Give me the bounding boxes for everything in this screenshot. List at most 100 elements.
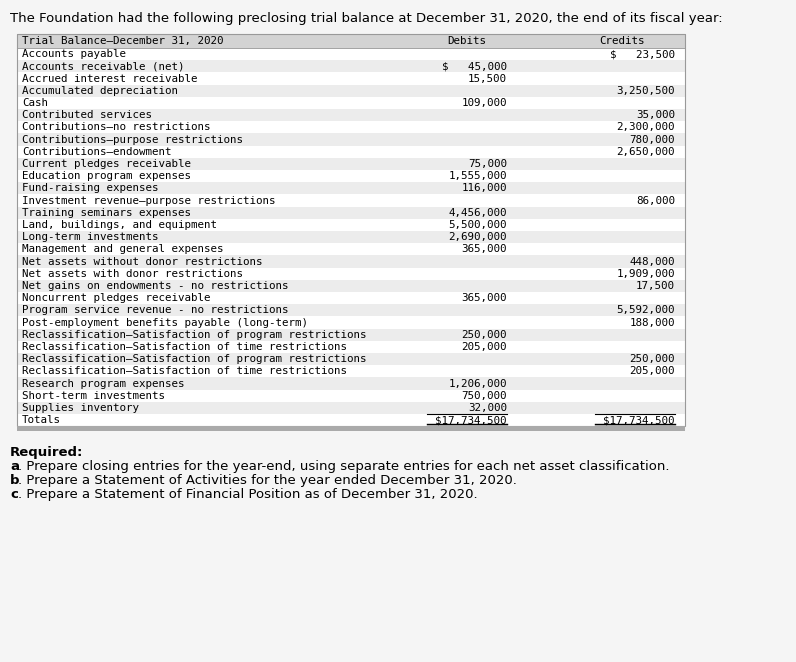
Text: Net assets without donor restrictions: Net assets without donor restrictions (22, 256, 263, 267)
Text: Noncurrent pledges receivable: Noncurrent pledges receivable (22, 293, 210, 303)
Text: Investment revenue–purpose restrictions: Investment revenue–purpose restrictions (22, 195, 275, 205)
Text: Program service revenue - no restrictions: Program service revenue - no restriction… (22, 305, 288, 315)
Text: . Prepare a Statement of Activities for the year ended December 31, 2020.: . Prepare a Statement of Activities for … (18, 474, 517, 487)
Bar (17, 414, 685, 426)
Text: Accounts receivable (net): Accounts receivable (net) (22, 62, 185, 71)
Text: The Foundation had the following preclosing trial balance at December 31, 2020, : The Foundation had the following preclos… (10, 12, 723, 25)
Text: 365,000: 365,000 (462, 293, 507, 303)
Bar (17, 219, 685, 231)
Text: a: a (10, 460, 19, 473)
Text: 448,000: 448,000 (630, 256, 675, 267)
Text: . Prepare a Statement of Financial Position as of December 31, 2020.: . Prepare a Statement of Financial Posit… (18, 488, 478, 501)
Text: Reclassification–Satisfaction of program restrictions: Reclassification–Satisfaction of program… (22, 354, 366, 364)
Text: c: c (10, 488, 18, 501)
Text: 750,000: 750,000 (462, 391, 507, 401)
Text: Education program expenses: Education program expenses (22, 171, 191, 181)
Text: 250,000: 250,000 (462, 330, 507, 340)
Text: 205,000: 205,000 (630, 366, 675, 376)
Bar (17, 231, 685, 243)
Bar (17, 97, 685, 109)
Bar (17, 134, 685, 146)
Text: $17,734,500: $17,734,500 (435, 415, 507, 425)
Text: Research program expenses: Research program expenses (22, 379, 185, 389)
Text: 116,000: 116,000 (462, 183, 507, 193)
Text: 2,650,000: 2,650,000 (616, 147, 675, 157)
Text: Contributions–no restrictions: Contributions–no restrictions (22, 122, 210, 132)
Text: 5,592,000: 5,592,000 (616, 305, 675, 315)
Text: 17,500: 17,500 (636, 281, 675, 291)
Bar (17, 109, 685, 121)
Bar (17, 158, 685, 170)
Text: Training seminars expenses: Training seminars expenses (22, 208, 191, 218)
Bar (17, 72, 685, 85)
Text: Debits: Debits (447, 36, 486, 46)
Text: $17,734,500: $17,734,500 (603, 415, 675, 425)
Text: 365,000: 365,000 (462, 244, 507, 254)
Text: Reclassification–Satisfaction of time restrictions: Reclassification–Satisfaction of time re… (22, 342, 347, 352)
Text: $   45,000: $ 45,000 (442, 62, 507, 71)
Text: Supplies inventory: Supplies inventory (22, 403, 139, 413)
Text: Reclassification–Satisfaction of program restrictions: Reclassification–Satisfaction of program… (22, 330, 366, 340)
Bar (17, 426, 685, 431)
Bar (17, 34, 685, 426)
Text: 780,000: 780,000 (630, 134, 675, 144)
Bar (17, 390, 685, 402)
Text: Management and general expenses: Management and general expenses (22, 244, 224, 254)
Bar (17, 316, 685, 328)
Text: 109,000: 109,000 (462, 98, 507, 108)
Text: Long-term investments: Long-term investments (22, 232, 158, 242)
Text: Post-employment benefits payable (long-term): Post-employment benefits payable (long-t… (22, 318, 308, 328)
Text: 15,500: 15,500 (468, 73, 507, 83)
Bar (17, 353, 685, 365)
Bar (17, 195, 685, 207)
Bar (17, 182, 685, 195)
Bar (17, 121, 685, 134)
Text: 4,456,000: 4,456,000 (448, 208, 507, 218)
Bar (17, 292, 685, 305)
Text: . Prepare closing entries for the year-end, using separate entries for each net : . Prepare closing entries for the year-e… (18, 460, 669, 473)
Text: Reclassification–Satisfaction of time restrictions: Reclassification–Satisfaction of time re… (22, 366, 347, 376)
Bar (17, 280, 685, 292)
Text: Required:: Required: (10, 446, 84, 459)
Text: Accrued interest receivable: Accrued interest receivable (22, 73, 197, 83)
Text: Cash: Cash (22, 98, 48, 108)
Text: 1,909,000: 1,909,000 (616, 269, 675, 279)
Bar (17, 85, 685, 97)
Text: Fund-raising expenses: Fund-raising expenses (22, 183, 158, 193)
Text: Contributions–endowment: Contributions–endowment (22, 147, 171, 157)
Bar (17, 243, 685, 256)
Text: Net assets with donor restrictions: Net assets with donor restrictions (22, 269, 243, 279)
Text: 75,000: 75,000 (468, 159, 507, 169)
Bar (17, 341, 685, 353)
Bar (17, 34, 685, 48)
Text: 2,300,000: 2,300,000 (616, 122, 675, 132)
Bar (17, 402, 685, 414)
Bar (17, 146, 685, 158)
Text: Net gains on endowments - no restrictions: Net gains on endowments - no restriction… (22, 281, 288, 291)
Text: 205,000: 205,000 (462, 342, 507, 352)
Text: Land, buildings, and equipment: Land, buildings, and equipment (22, 220, 217, 230)
Text: 5,500,000: 5,500,000 (448, 220, 507, 230)
Text: Accumulated depreciation: Accumulated depreciation (22, 85, 178, 96)
Text: 35,000: 35,000 (636, 110, 675, 120)
Text: Short-term investments: Short-term investments (22, 391, 165, 401)
Bar (17, 377, 685, 390)
Bar (17, 60, 685, 72)
Bar (17, 48, 685, 60)
Text: Contributed services: Contributed services (22, 110, 152, 120)
Text: Trial Balance–December 31, 2020: Trial Balance–December 31, 2020 (22, 36, 224, 46)
Text: Current pledges receivable: Current pledges receivable (22, 159, 191, 169)
Text: 86,000: 86,000 (636, 195, 675, 205)
Text: 1,555,000: 1,555,000 (448, 171, 507, 181)
Bar (17, 207, 685, 219)
Bar (17, 328, 685, 341)
Bar (17, 256, 685, 267)
Bar (17, 305, 685, 316)
Text: 2,690,000: 2,690,000 (448, 232, 507, 242)
Bar (17, 267, 685, 280)
Text: b: b (10, 474, 19, 487)
Text: $   23,500: $ 23,500 (610, 49, 675, 59)
Text: Credits: Credits (599, 36, 645, 46)
Text: 250,000: 250,000 (630, 354, 675, 364)
Text: Accounts payable: Accounts payable (22, 49, 126, 59)
